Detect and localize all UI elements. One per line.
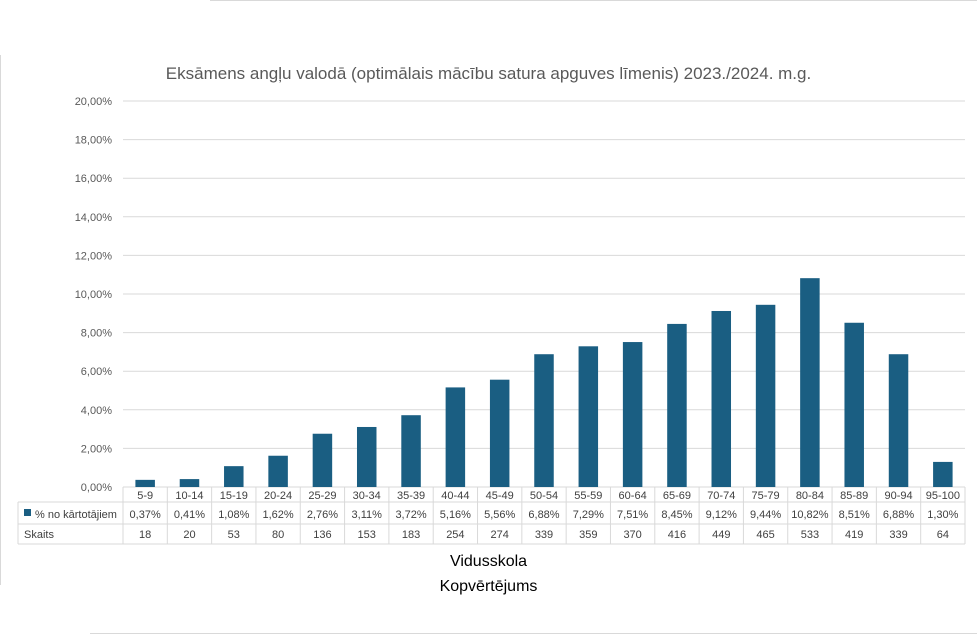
data-label: 1,62% xyxy=(263,509,294,521)
x-tick-label: 10-14 xyxy=(175,490,203,502)
y-tick-label: 16,00% xyxy=(75,173,113,185)
table-cell: 254 xyxy=(446,529,464,541)
data-label: 0,37% xyxy=(130,509,161,521)
x-tick-label: 55-59 xyxy=(574,490,602,502)
data-label: 6,88% xyxy=(883,509,914,521)
table-cell: 449 xyxy=(712,529,730,541)
chart-plot: 0,00% 2,00% 4,00% 6,00% 8,00% 10,00% 12,00% 14,… xyxy=(17,96,966,545)
x-tick-label: 70-74 xyxy=(707,490,735,502)
x-tick-label: 40-44 xyxy=(441,490,469,502)
frame-left-line xyxy=(0,55,1,585)
bar xyxy=(888,354,909,487)
chart-title: Eksāmens angļu valodā (optimālais mācību… xyxy=(165,64,812,83)
table-cell: 18 xyxy=(139,529,151,541)
x-tick-label: 75-79 xyxy=(752,490,780,502)
data-label: 3,11% xyxy=(352,509,383,521)
x-tick-label: 95-100 xyxy=(926,490,960,502)
data-label: 8,51% xyxy=(839,509,870,521)
bar xyxy=(445,387,466,487)
x-tick-label: 80-84 xyxy=(796,490,824,502)
table-cell: 370 xyxy=(623,529,641,541)
data-label: 10,82% xyxy=(791,509,829,521)
table-cell: 274 xyxy=(491,529,509,541)
data-label: 2,76% xyxy=(307,509,338,521)
bar xyxy=(224,466,244,487)
x-tick-label: 90-94 xyxy=(884,490,912,502)
table-row-label: Skaits xyxy=(24,529,54,541)
x-tick-label: 35-39 xyxy=(397,490,425,502)
table-cell: 53 xyxy=(228,529,240,541)
data-label: 5,16% xyxy=(440,509,471,521)
frame-bottom-line xyxy=(90,633,977,634)
table-cell: 183 xyxy=(402,529,420,541)
data-label: 9,44% xyxy=(750,509,781,521)
data-label: 6,88% xyxy=(528,509,559,521)
y-tick-label: 12,00% xyxy=(75,250,113,262)
legend-label: % no kārtotājiem xyxy=(35,509,117,521)
data-label: 9,12% xyxy=(706,509,737,521)
bar xyxy=(135,479,155,487)
bar xyxy=(312,433,333,487)
bar xyxy=(800,278,820,487)
data-label: 8,45% xyxy=(661,509,692,521)
data-label: 0,41% xyxy=(174,509,205,521)
x-tick-label: 20-24 xyxy=(264,490,292,502)
y-tick-label: 0,00% xyxy=(81,482,112,494)
x-axis-label-line2: Kopvērtējums xyxy=(439,578,538,595)
table-cell: 416 xyxy=(668,529,686,541)
data-label: 5,56% xyxy=(484,509,515,521)
bar xyxy=(711,310,732,487)
y-tick-label: 6,00% xyxy=(81,366,112,378)
x-tick-label: 85-89 xyxy=(840,490,868,502)
x-tick-label: 30-34 xyxy=(353,490,381,502)
bar xyxy=(356,426,377,487)
bar xyxy=(179,479,200,487)
data-label: 3,72% xyxy=(395,509,426,521)
x-tick-label: 5-9 xyxy=(137,490,153,502)
y-tick-label: 14,00% xyxy=(75,212,113,224)
data-label: 7,29% xyxy=(573,509,604,521)
y-tick-label: 10,00% xyxy=(75,289,113,301)
y-tick-label: 20,00% xyxy=(75,96,113,108)
y-tick-label: 18,00% xyxy=(75,135,113,147)
data-label: 7,51% xyxy=(617,509,648,521)
table-cell: 359 xyxy=(579,529,597,541)
bar xyxy=(755,304,776,487)
data-label: 1,30% xyxy=(927,509,958,521)
table-cell: 339 xyxy=(889,529,907,541)
x-tick-label: 60-64 xyxy=(619,490,647,502)
bar xyxy=(534,354,554,487)
bar xyxy=(933,461,953,487)
x-tick-label: 25-29 xyxy=(308,490,336,502)
table-cell: 136 xyxy=(313,529,331,541)
bar xyxy=(578,346,599,487)
bar xyxy=(622,342,643,487)
bar xyxy=(844,322,864,487)
table-cell: 80 xyxy=(272,529,284,541)
bar xyxy=(401,415,421,487)
x-axis-label-line1: Vidusskola xyxy=(449,553,528,570)
y-tick-label: 8,00% xyxy=(81,328,112,340)
table-cell: 419 xyxy=(845,529,863,541)
frame-top-line xyxy=(210,0,977,1)
table-cell: 465 xyxy=(756,529,774,541)
y-tick-label: 4,00% xyxy=(81,405,112,417)
table-cell: 153 xyxy=(358,529,376,541)
x-tick-label: 45-49 xyxy=(486,490,514,502)
bar xyxy=(489,379,510,487)
bar xyxy=(667,323,687,487)
data-label: 1,08% xyxy=(218,509,249,521)
x-tick-label: 65-69 xyxy=(663,490,691,502)
table-cell: 64 xyxy=(937,529,949,541)
x-tick-label: 50-54 xyxy=(530,490,558,502)
table-cell: 20 xyxy=(183,529,195,541)
bar xyxy=(268,455,288,487)
table-cell: 533 xyxy=(801,529,819,541)
legend-key xyxy=(24,509,31,516)
x-tick-label: 15-19 xyxy=(220,490,248,502)
y-tick-label: 2,00% xyxy=(81,443,112,455)
table-cell: 339 xyxy=(535,529,553,541)
